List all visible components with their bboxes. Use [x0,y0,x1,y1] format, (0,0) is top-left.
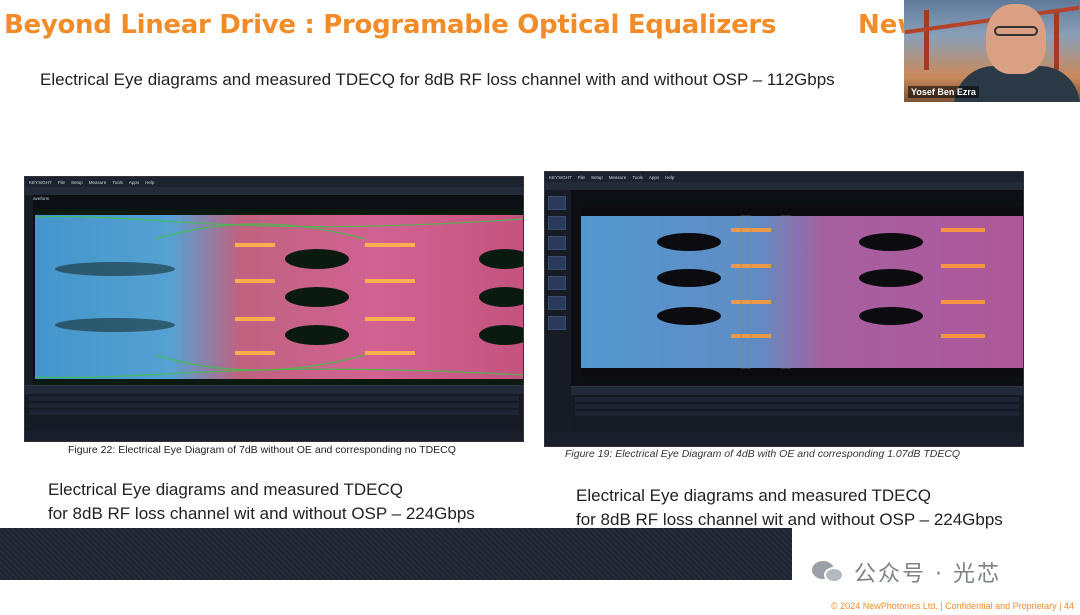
measurement-row [29,410,519,415]
scope-tab-waveform[interactable]: Waveform [29,196,50,201]
scope-tabbar: Waveform [545,182,1023,196]
slide-footer: © 2024 NewPhotonics Ltd. | Confidential … [831,601,1074,611]
scope-menu-measure[interactable]: Measure [88,179,107,185]
speaker-webcam: Yosef Ben Ezra [904,0,1080,102]
eye-diagram-right [581,206,1023,378]
body-text-right-line2: for 8dB RF loss channel wit and without … [576,510,1003,529]
scope-measurement-panel [25,385,523,431]
measurement-header [25,386,523,394]
scope-menubar: KEYSIGHT File Setup Measure Tools Apps H… [25,177,523,187]
scope-brand: KEYSIGHT [29,179,52,185]
body-text-left: Electrical Eye diagrams and measured TDE… [48,478,475,526]
scope-tool-button[interactable] [548,216,566,230]
bridge-tower [924,10,929,70]
scope-tool-button[interactable] [548,256,566,270]
body-text-left-line2: for 8dB RF loss channel wit and without … [48,504,475,523]
scope-statusbar [25,431,523,441]
scope-menu-apps[interactable]: Apps [648,174,660,180]
measurement-row [29,396,519,401]
scope-menu-tools[interactable]: Tools [112,179,123,185]
measurement-row [575,404,1019,409]
scope-tool-button[interactable] [548,296,566,310]
slide-subtitle: Electrical Eye diagrams and measured TDE… [40,70,835,89]
scope-statusbar [545,432,1023,446]
scope-menu-setup[interactable]: Setup [71,179,83,185]
scope-left-rail [25,195,33,441]
body-text-right-line1: Electrical Eye diagrams and measured TDE… [576,486,931,505]
scope-menu-help[interactable]: Help [665,174,675,180]
scope-menu-file[interactable]: File [57,179,66,185]
scope-menu-tools[interactable]: Tools [632,174,643,180]
scope-brand: KEYSIGHT [549,174,572,180]
scope-menubar: KEYSIGHT File Setup Measure Tools Apps H… [545,172,1023,182]
scope-menu-apps[interactable]: Apps [128,179,140,185]
scope-menu-setup[interactable]: Setup [591,174,603,180]
scope-tool-button[interactable] [548,196,566,210]
scope-menu-measure[interactable]: Measure [608,174,627,180]
scope-tabbar: Waveform [25,187,523,201]
figure-left-caption: Figure 22: Electrical Eye Diagram of 7dB… [68,444,456,456]
body-text-left-line1: Electrical Eye diagrams and measured TDE… [48,480,403,499]
wechat-icon [812,559,846,585]
body-text-right: Electrical Eye diagrams and measured TDE… [576,484,1003,532]
scope-tool-button[interactable] [548,276,566,290]
scope-menu-file[interactable]: File [577,174,586,180]
bridge-tower [1054,10,1059,70]
eye-diagram-right-plot [581,206,1023,378]
scope-screenshot-right: KEYSIGHT File Setup Measure Tools Apps H… [544,171,1024,447]
eye-diagram-left [34,209,523,385]
measurement-row [575,411,1019,416]
watermark-text: 公众号 · 光芯 [854,562,1001,587]
measurement-row [575,397,1019,402]
scope-tool-button[interactable] [548,236,566,250]
slide-title: Beyond Linear Drive : Programable Optica… [4,10,777,40]
scope-tool-sidebar [545,190,571,446]
speaker-glasses [994,26,1038,36]
scope-menu-help[interactable]: Help [145,179,155,185]
scope-tool-button[interactable] [548,316,566,330]
scope-screenshot-left: KEYSIGHT File Setup Measure Tools Apps H… [24,176,524,442]
measurement-row [29,403,519,408]
scope-measurement-panel [571,386,1023,436]
eye-diagram-left-plot [34,209,523,385]
speaker-head [986,4,1046,74]
measurement-header [571,387,1023,395]
presentation-control-bar [0,528,792,580]
wechat-watermark: 公众号 · 光芯 [812,556,1001,588]
speaker-name: Yosef Ben Ezra [908,86,979,98]
figure-right-caption: Figure 19: Electrical Eye Diagram of 4dB… [565,448,961,460]
